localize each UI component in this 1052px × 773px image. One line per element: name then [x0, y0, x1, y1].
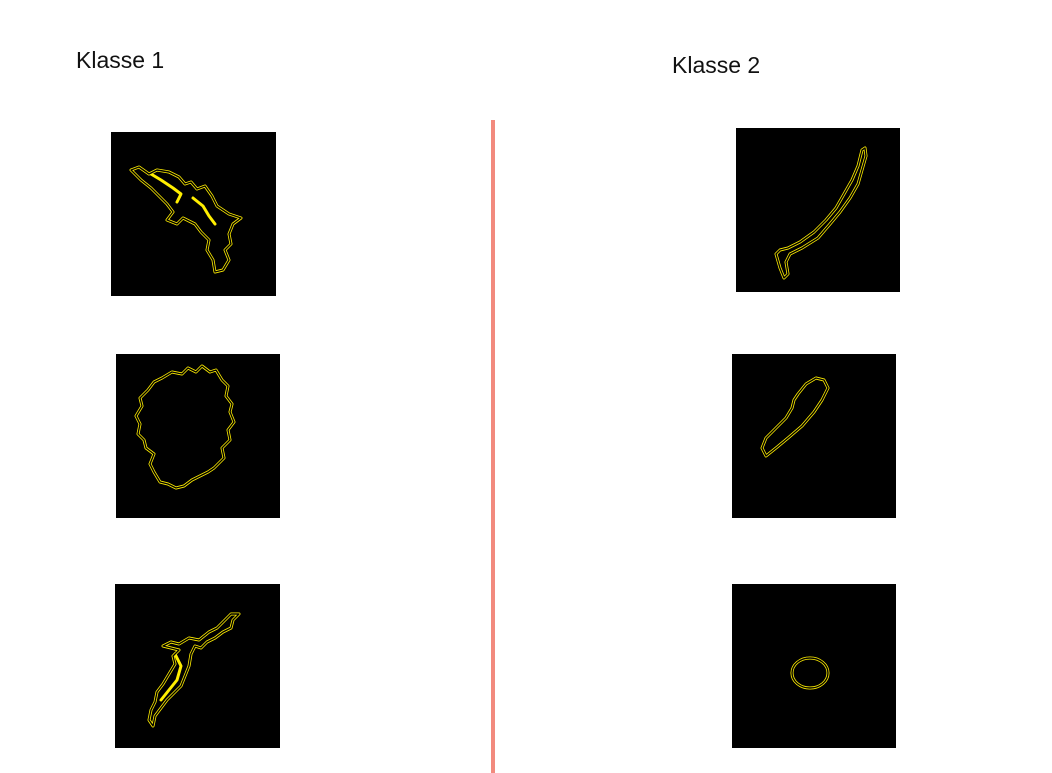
class-1-title: Klasse 1 — [76, 47, 165, 73]
class-2-sample-2 — [732, 354, 896, 518]
contour-shape — [147, 612, 241, 728]
contour-shape — [760, 376, 830, 458]
class-2-sample-1 — [736, 128, 900, 292]
class-1-sample-1 — [111, 132, 276, 296]
contour-shape — [790, 656, 830, 690]
class-2-title: Klasse 2 — [672, 52, 761, 78]
class-1-sample-2 — [116, 354, 280, 518]
class-divider — [491, 120, 495, 773]
contour-shape — [774, 146, 868, 280]
class-1-sample-3 — [115, 584, 280, 748]
contour-shape — [129, 165, 243, 274]
class-2-sample-3 — [732, 584, 896, 748]
contour-shape — [134, 364, 236, 490]
